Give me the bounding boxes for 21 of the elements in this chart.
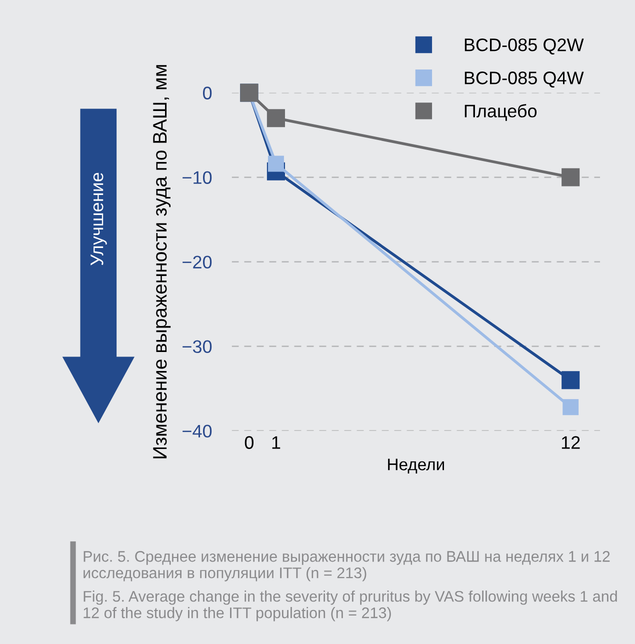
x-tick-label: 1 <box>272 436 280 449</box>
point <box>562 168 580 186</box>
caption: Fig. 5. Average change in the severity of pruritus by VAS following weeks 1 and 12 of the study in the ITT population (n = 213) <box>84 590 617 622</box>
x-axis-title: Недели <box>388 458 444 474</box>
point <box>562 399 579 416</box>
legend-label: Плацебо <box>464 104 537 121</box>
point <box>268 156 284 172</box>
y-tick-label: −20 <box>182 256 212 269</box>
x-tick-label: 12 <box>562 436 580 449</box>
x-tick-label: 0 <box>244 436 254 449</box>
y-tick-label: 0 <box>202 86 212 100</box>
y-tick-label: −30 <box>182 340 212 354</box>
point <box>562 371 580 390</box>
y-tick-label: −40 <box>182 424 212 438</box>
y-tick-label: −10 <box>182 171 212 184</box>
y-axis-title: Изменение выраженности зуда по ВАШ, мм <box>153 65 171 458</box>
point <box>266 109 285 128</box>
text: Рис. 5. Среднее изменение выраженности зуда по ВАШ на неделях 1 и 12 исследования в популяции ITT (n = 213) <box>84 551 610 582</box>
text: Улучшение <box>90 172 107 266</box>
legend-label: BCD-085 Q4W <box>464 72 584 88</box>
legend-label: BCD-085 Q2W <box>464 38 584 54</box>
